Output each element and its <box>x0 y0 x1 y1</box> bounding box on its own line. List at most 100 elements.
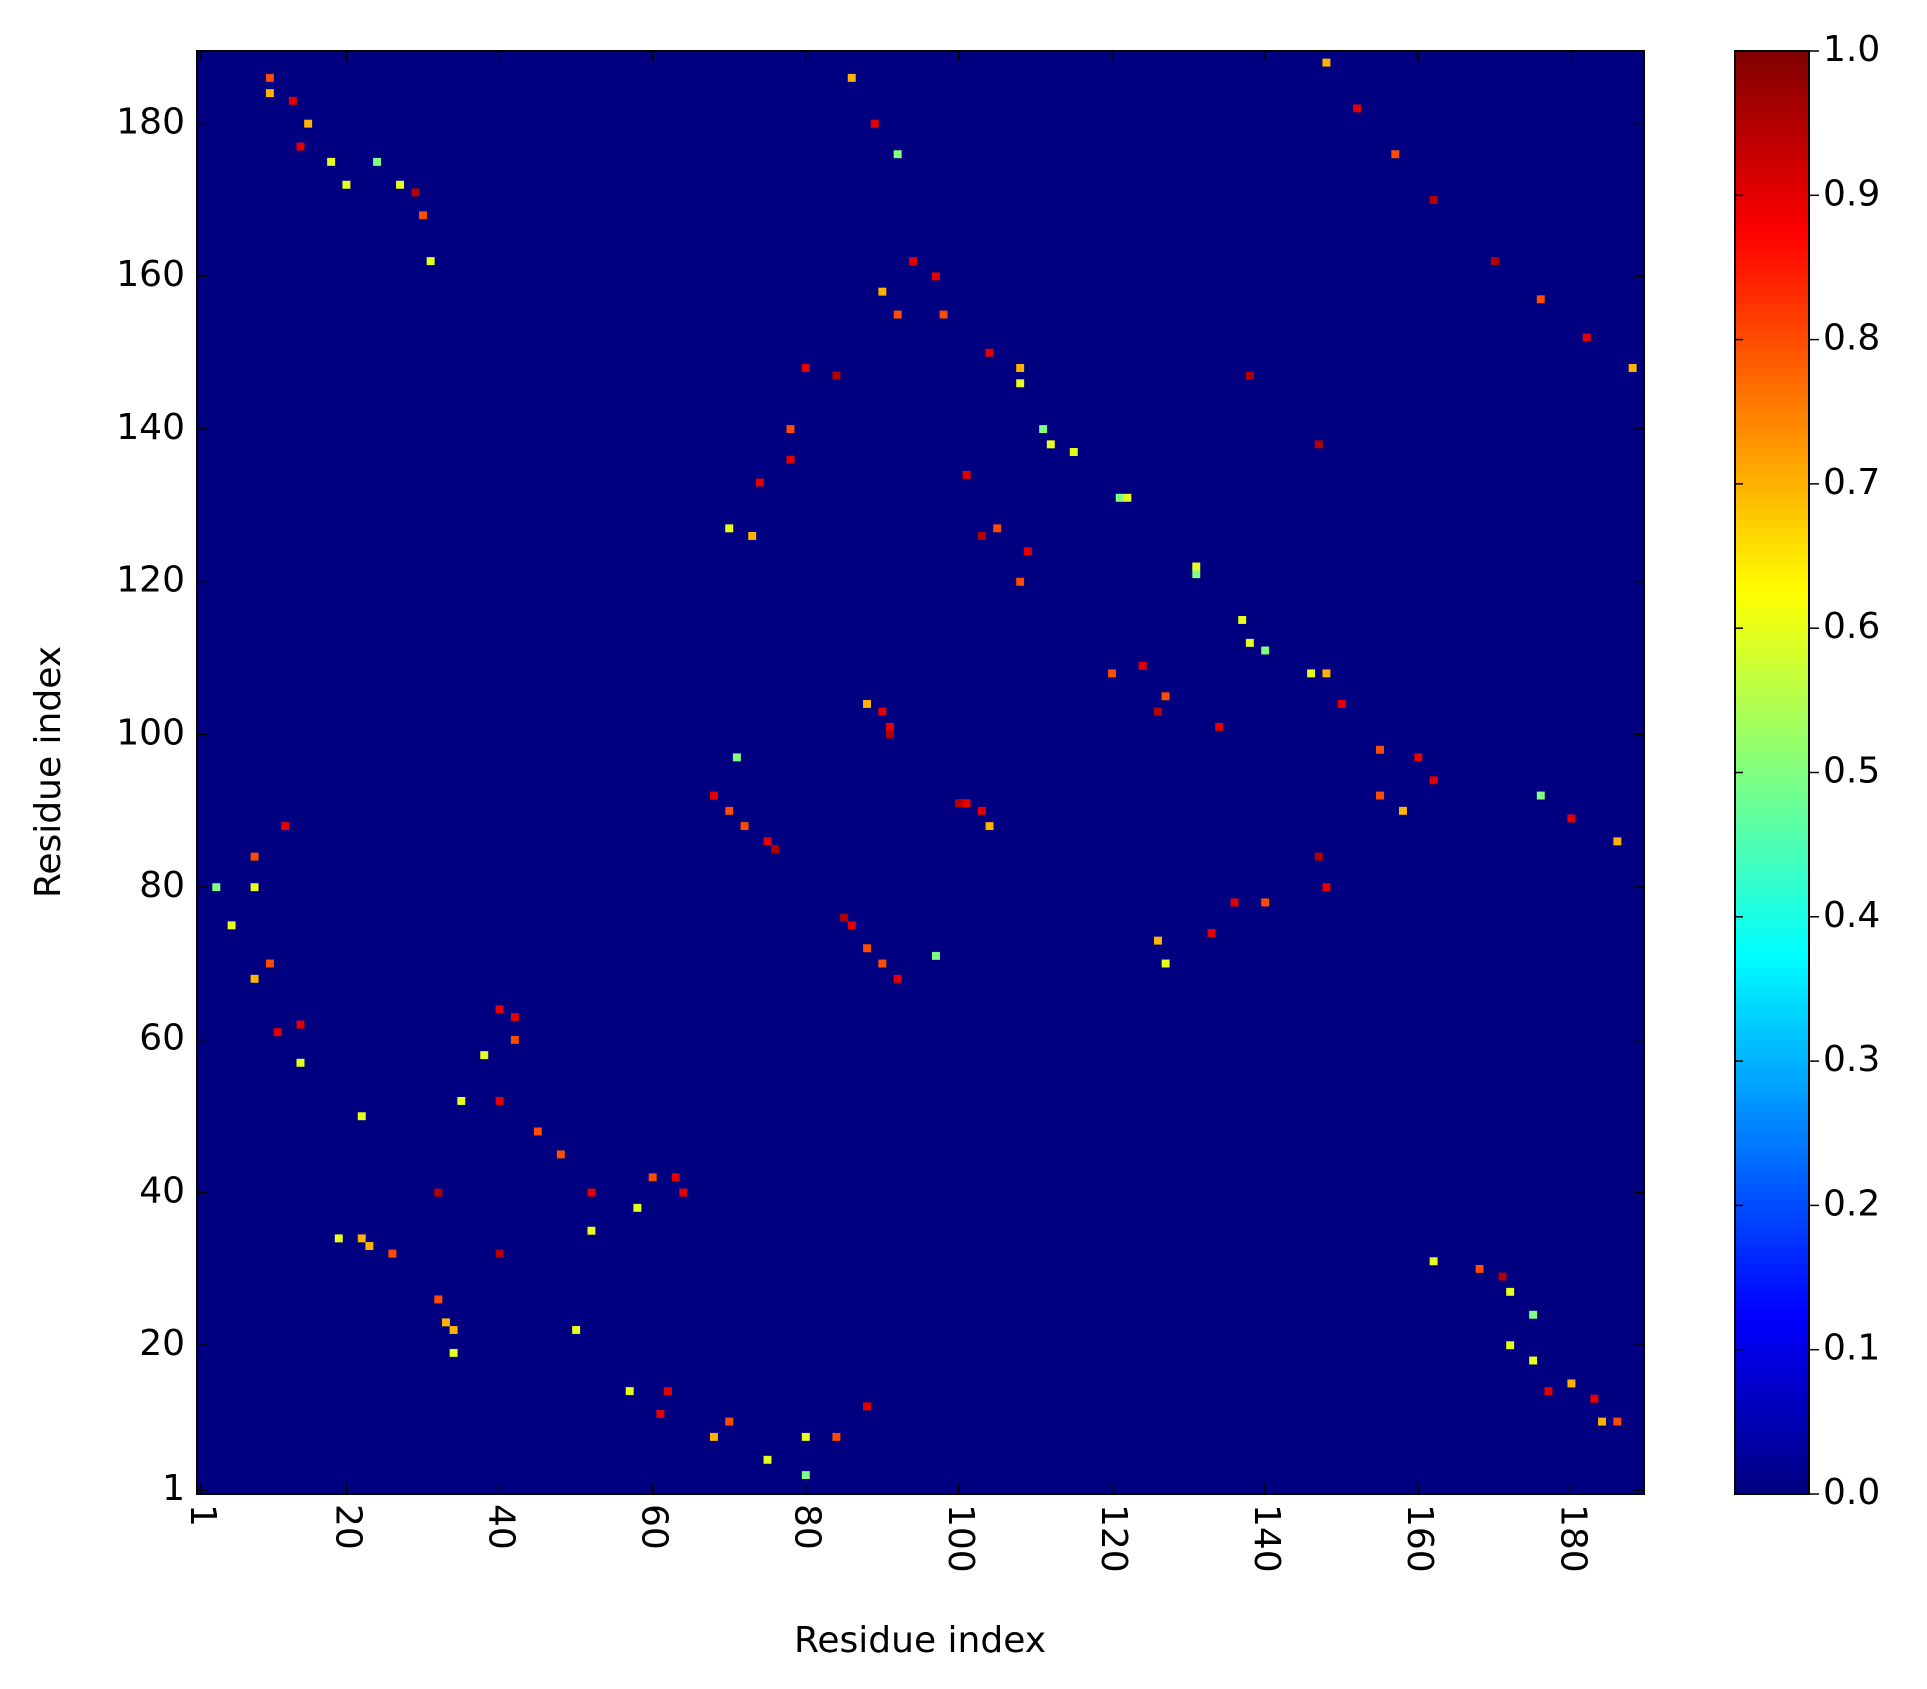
colorbar-segment <box>1735 115 1809 124</box>
heatmap-cell <box>931 951 940 960</box>
colorbar-segment <box>1735 346 1809 355</box>
colorbar-segment <box>1735 1457 1809 1466</box>
colorbar-segment <box>1735 859 1809 867</box>
colorbar-tick-label: 0.2 <box>1823 1183 1880 1224</box>
colorbar-segment <box>1735 1299 1809 1308</box>
colorbar-segment <box>1735 1190 1809 1199</box>
heatmap-cell <box>1108 669 1117 678</box>
y-tick-label: 180 <box>116 102 185 143</box>
heatmap-cell <box>510 1013 519 1021</box>
heatmap-background <box>197 51 1644 1494</box>
heatmap-cell <box>832 1432 841 1441</box>
colorbar-segment <box>1735 693 1809 701</box>
colorbar-segment <box>1735 296 1809 305</box>
heatmap-cell <box>1192 570 1201 579</box>
heatmap-cell <box>886 722 895 731</box>
colorbar-segment <box>1735 289 1809 297</box>
heatmap-cell <box>342 180 351 189</box>
heatmap-cell <box>740 822 749 831</box>
colorbar-segment <box>1735 1219 1809 1228</box>
colorbar-segment <box>1735 253 1809 261</box>
colorbar-segment <box>1735 1313 1809 1322</box>
heatmap-cell <box>1506 1341 1515 1350</box>
colorbar-segment <box>1735 678 1809 687</box>
colorbar-segment <box>1735 238 1809 247</box>
colorbar-segment <box>1735 938 1809 947</box>
x-tick-label: 160 <box>1399 1504 1440 1573</box>
heatmap-cell <box>1536 295 1545 304</box>
heatmap-cell <box>648 1173 657 1182</box>
colorbar-segment <box>1735 758 1809 766</box>
heatmap-cell <box>250 974 259 983</box>
colorbar-segment <box>1735 1039 1809 1048</box>
colorbar-segment <box>1735 79 1809 88</box>
heatmap-cell <box>1314 852 1323 861</box>
heatmap-cell <box>265 89 274 98</box>
colorbar-segment <box>1735 1212 1809 1221</box>
colorbar-segment <box>1735 620 1809 629</box>
heatmap-cell <box>763 837 772 846</box>
colorbar-segment <box>1735 476 1809 485</box>
colorbar-segment <box>1735 1111 1809 1120</box>
colorbar-segment <box>1735 1472 1809 1481</box>
heatmap-cell <box>1245 371 1254 380</box>
heatmap-cell <box>365 1242 374 1250</box>
heatmap-cell <box>1506 1287 1515 1296</box>
colorbar-segment <box>1735 1479 1809 1488</box>
heatmap-cell <box>1429 776 1438 785</box>
colorbar-segment <box>1735 765 1809 774</box>
heatmap-cell <box>572 1326 581 1334</box>
colorbar-segment <box>1735 996 1809 1004</box>
heatmap-cell <box>1567 814 1576 823</box>
colorbar-segment <box>1735 1392 1809 1401</box>
heatmap-cell <box>1353 104 1362 113</box>
heatmap-cell <box>296 1058 305 1067</box>
heatmap-cell <box>725 1417 734 1426</box>
heatmap-cell <box>1376 791 1384 800</box>
heatmap-cell <box>801 1432 810 1441</box>
heatmap-cell <box>725 806 734 815</box>
colorbar-segment <box>1735 51 1809 59</box>
heatmap-cell <box>656 1410 665 1418</box>
heatmap-cell <box>1016 379 1025 388</box>
heatmap-cell <box>1490 257 1499 266</box>
colorbar-segment <box>1735 1010 1809 1019</box>
colorbar-segment <box>1735 1053 1809 1062</box>
heatmap-cell <box>296 142 305 151</box>
colorbar-segment <box>1735 1356 1809 1365</box>
colorbar-segment <box>1735 1385 1809 1394</box>
x-tick-label: 40 <box>480 1504 521 1550</box>
colorbar-segment <box>1735 1263 1809 1271</box>
colorbar-segment <box>1735 909 1809 918</box>
heatmap-cell <box>1414 753 1423 762</box>
colorbar-segment <box>1735 556 1809 564</box>
heatmap-cell <box>304 119 313 128</box>
heatmap-cell <box>840 913 849 922</box>
heatmap-cell <box>327 157 336 166</box>
heatmap-cell <box>265 959 274 968</box>
y-axis-label: Residue index <box>28 646 69 898</box>
heatmap-cell <box>1613 1417 1622 1426</box>
heatmap-cell <box>265 73 274 82</box>
y-tick-label: 120 <box>116 560 185 601</box>
colorbar-segment <box>1735 685 1809 694</box>
colorbar-segment <box>1735 880 1809 889</box>
colorbar-segment <box>1735 1133 1809 1142</box>
colorbar-segment <box>1735 512 1809 521</box>
heatmap-cell <box>625 1387 634 1396</box>
y-tick-label: 1 <box>162 1468 185 1509</box>
colorbar-segment <box>1735 1421 1809 1430</box>
heatmap-cell <box>870 119 879 128</box>
colorbar-segment <box>1735 137 1809 146</box>
colorbar-segment <box>1735 1234 1809 1243</box>
colorbar-segment <box>1735 404 1809 413</box>
colorbar-segment <box>1735 794 1809 802</box>
colorbar-segment <box>1735 931 1809 940</box>
heatmap-cell <box>1161 692 1170 701</box>
colorbar-segment <box>1735 786 1809 795</box>
colorbar-segment <box>1735 1227 1809 1235</box>
heatmap-cell <box>495 1005 504 1014</box>
colorbar-segment <box>1735 851 1809 860</box>
heatmap-cell <box>411 188 420 197</box>
heatmap-cell <box>250 852 259 861</box>
